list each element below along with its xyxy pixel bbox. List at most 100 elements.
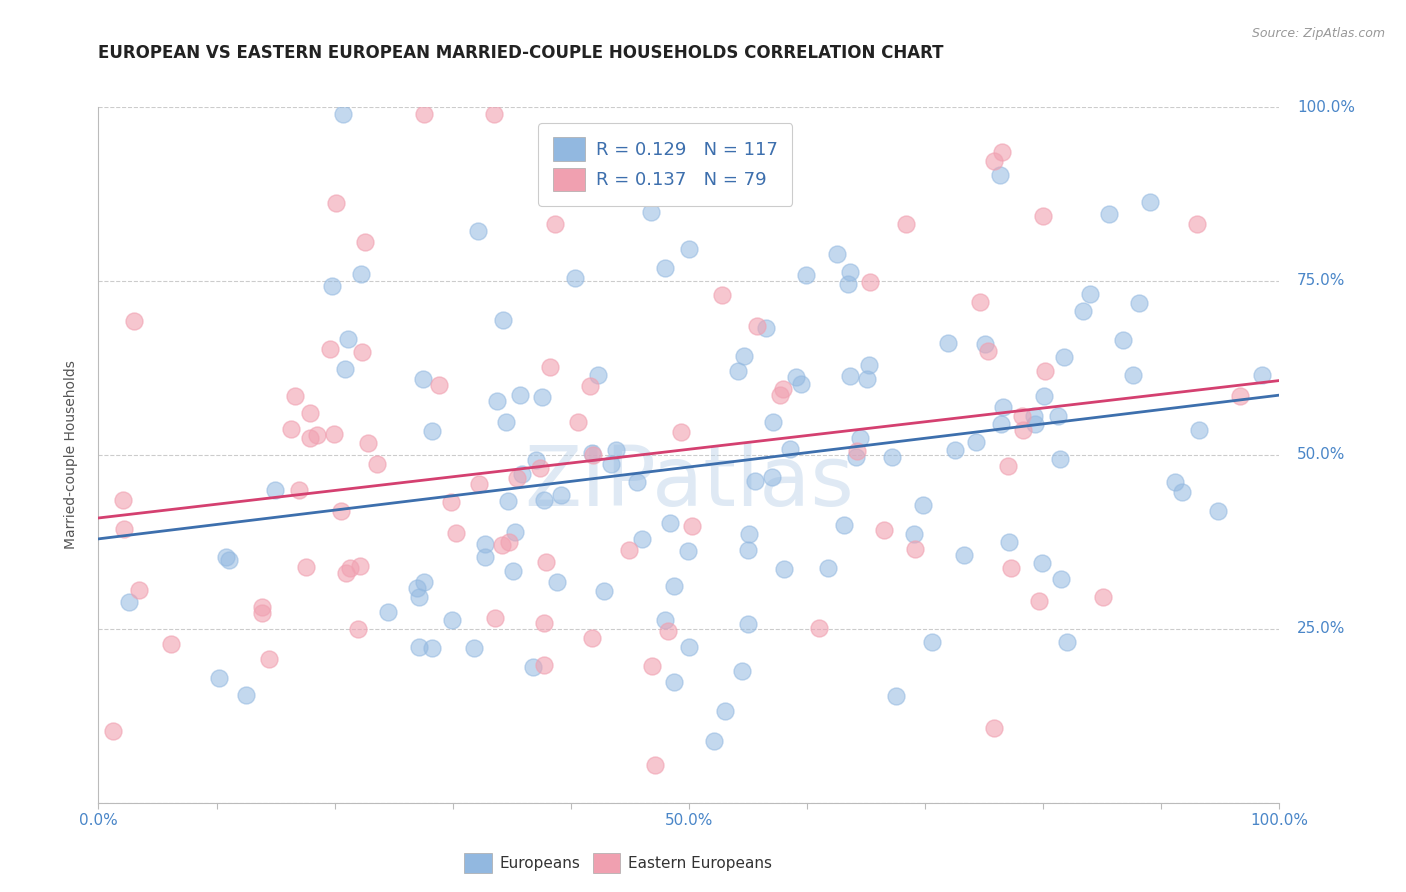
Point	[413, 574, 436, 589]
Point	[377, 605, 399, 619]
Point	[711, 287, 734, 301]
Point	[567, 415, 589, 429]
Point	[336, 332, 359, 346]
Point	[1229, 389, 1251, 403]
Point	[408, 640, 430, 655]
Point	[524, 452, 547, 467]
Point	[128, 583, 150, 598]
Point	[983, 153, 1005, 168]
Point	[605, 443, 627, 458]
Point	[681, 519, 703, 533]
Point	[991, 401, 1014, 415]
Point	[714, 704, 737, 718]
Text: 50.0%: 50.0%	[1298, 448, 1346, 462]
Point	[669, 425, 692, 439]
Point	[794, 268, 817, 283]
Point	[1128, 296, 1150, 310]
Point	[159, 637, 181, 651]
Text: ZIPatlas: ZIPatlas	[524, 442, 853, 524]
Point	[1091, 591, 1114, 605]
Point	[441, 613, 464, 627]
Point	[533, 492, 555, 507]
Point	[538, 359, 561, 374]
Point	[1033, 389, 1056, 403]
Point	[280, 422, 302, 436]
Point	[112, 522, 135, 536]
Point	[744, 475, 766, 489]
Point	[509, 387, 531, 401]
Point	[991, 145, 1014, 160]
Point	[522, 660, 544, 674]
Point	[769, 388, 792, 402]
Point	[1164, 475, 1187, 489]
Point	[350, 267, 373, 281]
Point	[496, 494, 519, 508]
Point	[1098, 207, 1121, 221]
Point	[252, 606, 274, 620]
Point	[630, 533, 652, 547]
Point	[117, 595, 139, 609]
Point	[912, 498, 935, 512]
Point	[785, 369, 807, 384]
Point	[974, 337, 997, 351]
Point	[533, 615, 555, 630]
Point	[468, 476, 491, 491]
Point	[772, 382, 794, 396]
Point	[531, 390, 554, 404]
Y-axis label: Married-couple Households: Married-couple Households	[63, 360, 77, 549]
Point	[755, 320, 778, 334]
Point	[486, 394, 509, 409]
Text: Source: ZipAtlas.com: Source: ZipAtlas.com	[1251, 27, 1385, 40]
Point	[122, 314, 145, 328]
Point	[1188, 423, 1211, 437]
Point	[600, 458, 623, 472]
Point	[492, 313, 515, 327]
Point	[440, 495, 463, 509]
Point	[307, 427, 329, 442]
Point	[467, 224, 489, 238]
Point	[894, 217, 917, 231]
Point	[347, 623, 370, 637]
Point	[737, 543, 759, 558]
Point	[111, 492, 134, 507]
Point	[536, 555, 558, 569]
Point	[495, 415, 517, 429]
Point	[662, 675, 685, 690]
Point	[1206, 504, 1229, 518]
Point	[463, 641, 485, 656]
Point	[332, 107, 354, 121]
Point	[235, 688, 257, 702]
Point	[839, 265, 862, 279]
Point	[1028, 593, 1050, 607]
Text: 100.0%: 100.0%	[1298, 100, 1355, 114]
Point	[263, 483, 285, 498]
Point	[329, 504, 352, 518]
Point	[510, 467, 533, 481]
Point	[322, 426, 344, 441]
Point	[761, 469, 783, 483]
Point	[295, 559, 318, 574]
Point	[1053, 350, 1076, 364]
Point	[1251, 368, 1274, 383]
Point	[405, 581, 427, 595]
Text: 75.0%: 75.0%	[1298, 274, 1346, 288]
Point	[564, 270, 586, 285]
Point	[357, 435, 380, 450]
Point	[807, 621, 830, 635]
Point	[976, 343, 998, 358]
Point	[1049, 451, 1071, 466]
Point	[626, 475, 648, 490]
Legend: Europeans, Eastern Europeans: Europeans, Eastern Europeans	[458, 847, 778, 879]
Point	[1032, 209, 1054, 223]
Point	[208, 671, 231, 685]
Point	[420, 641, 443, 656]
Point	[678, 242, 700, 256]
Point	[825, 246, 848, 260]
Point	[578, 379, 600, 393]
Point	[1122, 368, 1144, 383]
Point	[998, 535, 1021, 549]
Point	[257, 652, 280, 666]
Point	[872, 523, 894, 537]
Point	[352, 345, 374, 359]
Point	[484, 611, 506, 625]
